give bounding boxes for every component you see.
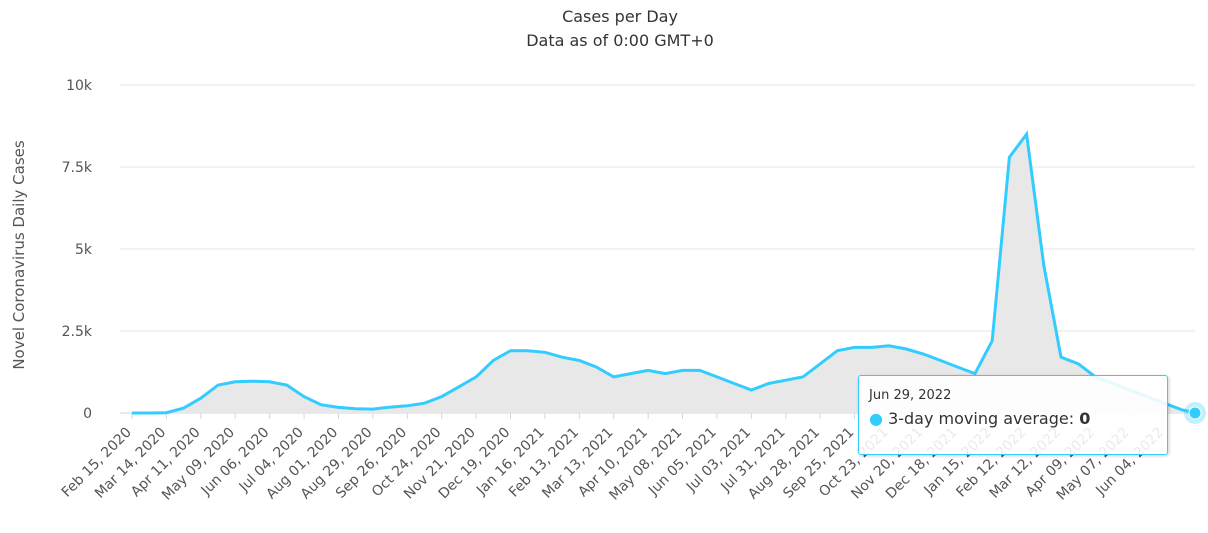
y-axis-label: Novel Coronavirus Daily Cases <box>10 140 28 370</box>
tooltip-series: 3-day moving average <box>888 409 1069 428</box>
chart-subtitle: Data as of 0:00 GMT+0 <box>526 31 714 50</box>
tooltip-date: Jun 29, 2022 <box>869 388 952 403</box>
y-tick-label: 2.5k <box>62 324 93 340</box>
line <box>132 130 1196 415</box>
tooltip-separator: : <box>1068 409 1075 428</box>
y-tick-label: 5k <box>75 242 93 258</box>
hover-point <box>1188 406 1202 420</box>
tooltip-value: 0 <box>1079 409 1091 428</box>
tooltip-row: ● 3-day moving average: 0 <box>869 409 1091 428</box>
y-tick-label: 7.5k <box>62 160 93 176</box>
tooltip: Jun 29, 2022 ● 3-day moving average: 0 <box>858 375 1168 455</box>
y-tick-label: 0 <box>83 406 92 422</box>
area <box>132 134 1195 413</box>
y-tick-label: 10k <box>66 78 93 94</box>
chart-title: Cases per Day <box>562 7 678 26</box>
